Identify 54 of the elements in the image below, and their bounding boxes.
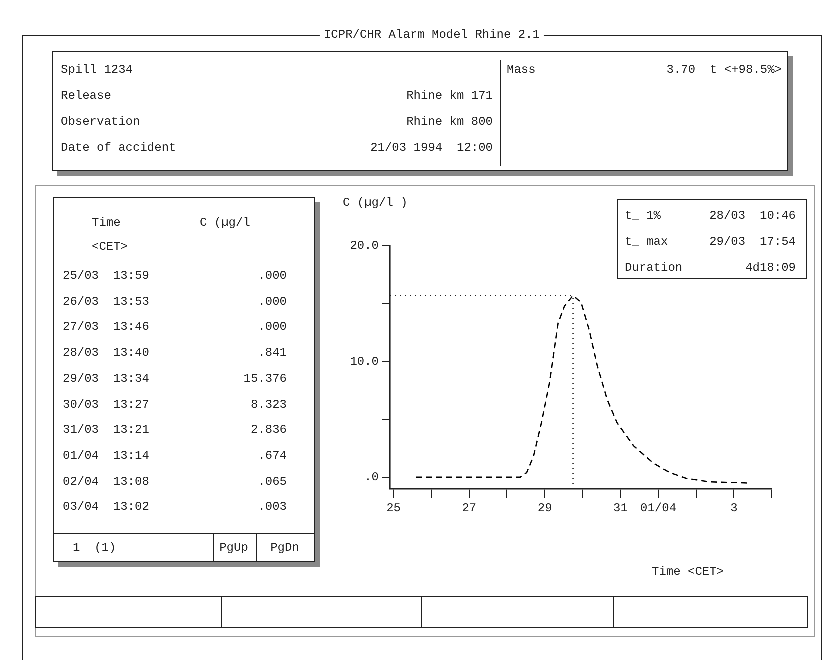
text: .000 [258,269,287,283]
text: Date of accident [61,141,176,155]
text: .841 [258,346,287,360]
chart-title: ICPR/CHR Alarm Model Rhine 2.1 [320,28,544,42]
x-tick-label: 01/04 [640,501,677,516]
x-tick-label: 27 [462,501,477,516]
text: 15.376 [244,372,287,386]
text: 21/03 1994 12:00 [370,141,493,155]
text: Time [92,216,121,230]
annotation: 4d18:09 [746,261,796,275]
text: 26/03 13:53 [63,294,150,309]
text: 27/03 13:46 [63,320,150,334]
text: 31/03 13:21 [63,423,150,438]
line-series [415,295,748,484]
text: .065 [258,474,287,489]
text: 8.323 [250,398,287,412]
y-tick-label: 10.0 [350,354,379,369]
text: 2.836 [250,423,287,438]
text: Rhine km 800 [406,115,493,129]
y-axis-title: C (µg/l ) [343,196,408,210]
y-tick-label: .0 [364,470,379,485]
annotation: t_ max [625,235,668,249]
text: .674 [258,448,287,463]
text: Rhine km 171 [406,89,493,103]
y-tick-label: 20.0 [350,239,379,254]
text: 3.70 t <+98.5%> [666,63,782,77]
text: 28/03 13:40 [63,346,150,360]
x-tick-label: 25 [386,501,401,516]
text: 1 (1) [73,541,116,555]
text: Spill 1234 [61,63,134,77]
text: PgUp [220,541,248,555]
text: <CET> [92,240,128,254]
text: t_ 1% [625,209,662,223]
text: 29/03 13:34 [63,372,150,386]
text: Mass [507,63,536,77]
text: .000 [258,320,287,334]
text: 03/04 13:02 [63,500,150,514]
text: .003 [258,500,287,514]
x-axis-title: Time <CET> [652,565,724,579]
text: 01/04 13:14 [63,448,150,463]
text: C (µg/l [200,216,250,230]
annotation: Duration [625,261,683,275]
text: 25/03 13:59 [63,269,150,283]
annotation: 29/03 17:54 [710,235,796,249]
text: 28/03 10:46 [710,209,796,223]
x-tick-label: 3 [730,501,738,516]
x-tick-label: 29 [538,501,552,516]
text: 30/03 13:27 [63,398,150,412]
text: PgDn [270,541,300,555]
text: Observation [61,115,140,129]
x-tick-label: 31 [614,501,628,516]
text: Release [61,89,112,103]
text: 02/04 13:08 [63,474,150,489]
text: .000 [258,294,287,309]
